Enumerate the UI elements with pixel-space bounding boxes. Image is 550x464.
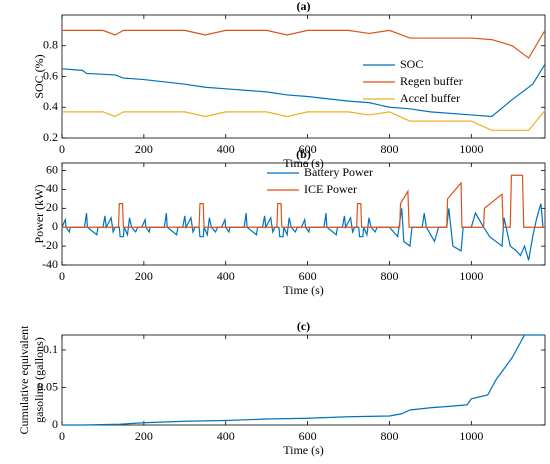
data-line [62, 174, 545, 228]
data-line [61, 63, 546, 118]
data-line [62, 109, 546, 131]
x-tick-label: 200 [135, 142, 153, 156]
y-axis-label: Power (kW) [32, 185, 46, 244]
x-tick-label: 400 [217, 142, 235, 156]
legend-label: ICE Power [304, 182, 357, 196]
plot-area [61, 162, 546, 266]
x-tick-label: 600 [299, 429, 317, 443]
legend-label: Battery Power [304, 165, 373, 179]
x-tick-label: 600 [299, 269, 317, 283]
x-tick-label: 600 [299, 142, 317, 156]
y-tick-label: 0.6 [43, 68, 58, 82]
y-tick-label: 40 [46, 181, 58, 195]
x-tick-label: 0 [59, 269, 65, 283]
y-tick-label: 20 [46, 200, 58, 214]
y-tick-label: 60 [46, 162, 58, 176]
y-axis-label: gasoline (gallons) [32, 337, 46, 423]
x-axis-label: Time (s) [283, 443, 324, 457]
data-line [61, 203, 544, 261]
x-tick-label: 200 [135, 269, 153, 283]
y-axis-label: Cumulative equivalent [17, 325, 31, 435]
x-tick-label: 800 [380, 429, 398, 443]
x-tick-label: 400 [217, 429, 235, 443]
y-tick-label: 0.05 [37, 379, 58, 393]
y-tick-label: 0 [52, 219, 58, 233]
data-line [62, 29, 546, 59]
y-tick-label: 0.1 [43, 342, 58, 356]
x-tick-label: 0 [59, 142, 65, 156]
legend-label: Regen buffer [400, 74, 463, 88]
y-axis-label: SOC (%) [32, 54, 46, 98]
x-tick-label: 1000 [459, 429, 483, 443]
y-tick-label: 0.4 [43, 99, 58, 113]
y-tick-label: -20 [42, 238, 58, 252]
chart-title: (a) [297, 0, 311, 13]
x-tick-label: 1000 [459, 142, 483, 156]
y-tick-label: -40 [42, 257, 58, 271]
x-tick-label: 400 [217, 269, 235, 283]
legend-label: Accel buffer [400, 91, 460, 105]
x-axis-label: Time (s) [283, 283, 324, 297]
chart-title: (c) [297, 319, 310, 333]
x-tick-label: 800 [380, 142, 398, 156]
data-line [62, 334, 545, 426]
x-tick-label: 1000 [459, 269, 483, 283]
x-tick-label: 800 [380, 269, 398, 283]
plot-area [61, 334, 546, 426]
chart-title: (b) [296, 147, 311, 161]
y-tick-label: 0.2 [43, 130, 58, 144]
y-tick-label: 0.8 [43, 38, 58, 52]
legend-label: SOC [400, 57, 423, 71]
x-tick-label: 200 [135, 429, 153, 443]
y-tick-label: 0 [52, 417, 58, 431]
plot-area [61, 14, 546, 139]
x-tick-label: 0 [59, 429, 65, 443]
